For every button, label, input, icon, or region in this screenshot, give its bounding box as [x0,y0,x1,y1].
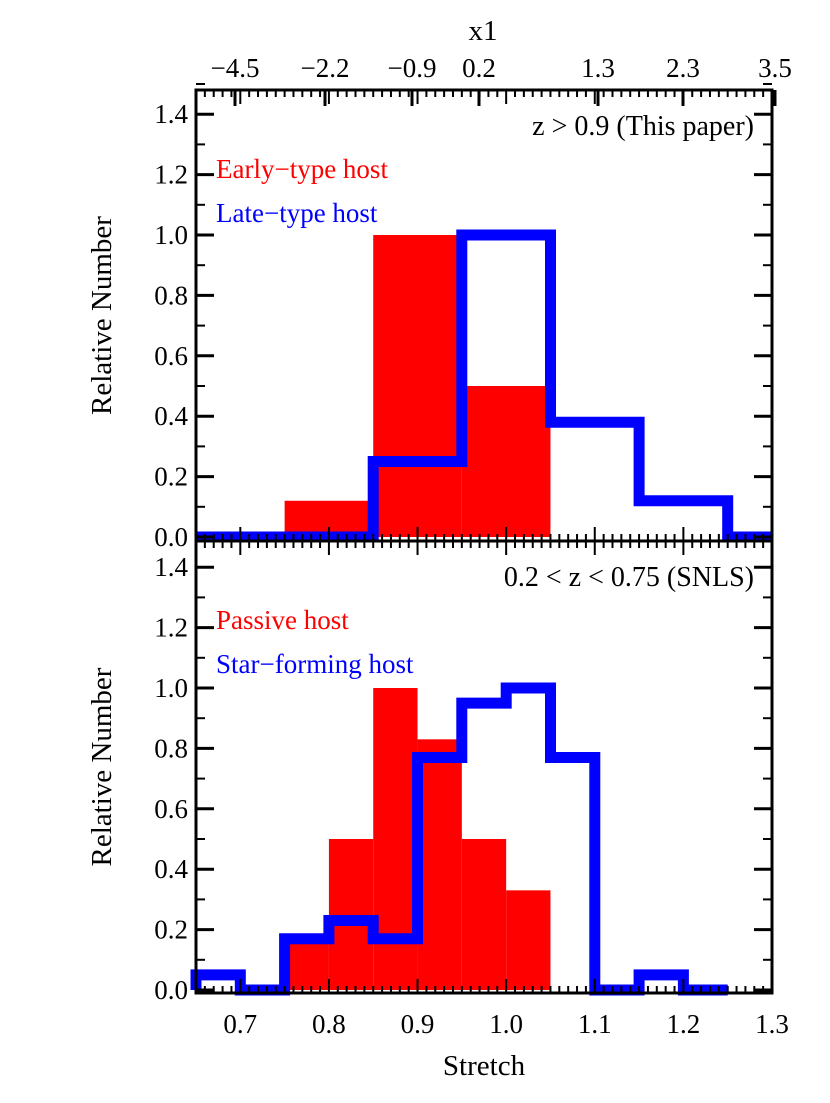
bar-passive-3 [417,739,462,990]
y-tick-label: 0.8 [154,280,188,310]
y-axis-label: Relative Number [86,216,118,415]
bar-passive-1 [328,839,374,990]
y-tick-label: 0.8 [154,733,188,763]
legend-entry: Star−forming host [216,649,414,679]
bar-passive-5 [506,890,551,990]
bar-passive-0 [284,938,329,990]
y-tick-label: 0.0 [154,975,188,1005]
legend-entry: Early−type host [216,154,388,184]
x-tick-label: 1.3 [755,1009,789,1039]
top-axis-tick-label: −2.2 [301,53,350,83]
bar-passive-4 [461,839,507,990]
top-axis-tick-label: 3.5 [758,53,792,83]
legend-entry: Passive host [216,605,349,635]
x-tick-label: 0.8 [312,1009,346,1039]
bar-passive-2 [373,688,418,990]
y-tick-label: 1.0 [154,673,188,703]
x-tick-label: 1.1 [578,1009,612,1039]
y-tick-label: 0.4 [154,401,188,431]
y-tick-label: 1.2 [154,613,188,643]
y-tick-label: 1.4 [154,99,188,129]
top-axis-tick-label: 1.3 [581,53,615,83]
top-axis-tick-label: 2.3 [666,53,700,83]
y-tick-label: 0.2 [154,462,188,492]
x-tick-label: 0.9 [401,1009,435,1039]
y-tick-label: 0.6 [154,794,188,824]
top-axis-label: x1 [469,15,498,47]
bar-early-type-2 [461,386,551,537]
top-axis-tick-label: −4.5 [211,53,260,83]
x-axis-label: Stretch [443,1050,526,1082]
y-tick-label: 0.4 [154,854,188,884]
y-tick-label: 1.4 [154,552,188,582]
panel-frame-2 [194,539,774,995]
panel-annotation: z > 0.9 (This paper) [532,111,754,142]
y-tick-label: 1.2 [154,160,188,190]
x-tick-label: 1.2 [667,1009,701,1039]
y-axis-label: Relative Number [86,667,118,866]
panel-annotation: 0.2 < z < 0.75 (SNLS) [504,562,754,593]
y-tick-label: 0.2 [154,915,188,945]
y-tick-label: 0.0 [154,522,188,552]
y-tick-label: 1.0 [154,220,188,250]
x-tick-label: 0.7 [223,1009,257,1039]
top-axis-tick-label: −0.9 [388,53,437,83]
y-tick-label: 0.6 [154,341,188,371]
x-tick-label: 1.0 [489,1009,523,1039]
legend-entry: Late−type host [216,198,378,228]
top-axis-tick-label: 0.2 [462,53,496,83]
bar-early-type-1 [373,235,462,537]
